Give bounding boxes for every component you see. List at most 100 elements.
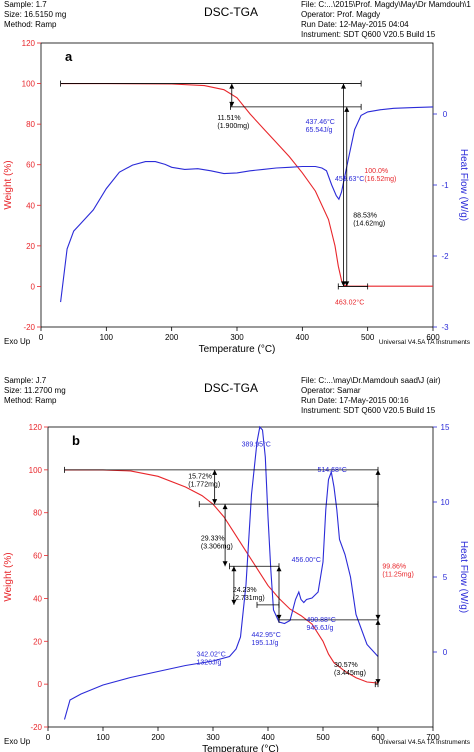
- annotation-label: 11.51%: [217, 115, 240, 122]
- marker-arrowhead: [375, 614, 381, 620]
- y-tick-label: 40: [26, 201, 35, 210]
- y-axis-label: Weight (%): [3, 552, 14, 601]
- header-right-line: Instrument: SDT Q600 V20.5 Build 15: [301, 406, 436, 415]
- annotation-label: 463.02°C: [335, 299, 364, 307]
- x-tick-label: 300: [230, 333, 244, 342]
- x-tick-label: 700: [426, 733, 440, 742]
- annotation-label: (11.25mg): [382, 571, 413, 578]
- y-tick-label: -20: [30, 723, 42, 732]
- x-tick-label: 600: [371, 733, 385, 742]
- header-left-line: Size: 11.2700 mg: [4, 386, 66, 395]
- footer-exo-up: Exo Up: [4, 737, 31, 746]
- footer-exo-up: Exo Up: [4, 337, 31, 346]
- marker-arrowhead: [276, 614, 282, 620]
- panel-label: b: [72, 433, 80, 448]
- header-right-line: File: C:...\2015\Prof. Magdy\May\Dr Mamd…: [301, 0, 471, 9]
- annotation-label: 490.88°C: [307, 616, 336, 624]
- header-right-line: Operator: Samar: [301, 386, 361, 395]
- header-right-line: Run Date: 12-May-2015 04:04: [301, 20, 409, 29]
- annotation-label: 437.46°C: [306, 118, 335, 126]
- marker-arrowhead: [212, 469, 218, 475]
- y-tick-label: 40: [33, 594, 42, 603]
- header-left-line: Sample: J.7: [4, 376, 47, 385]
- header-left-line: Sample: 1.7: [4, 0, 47, 9]
- x-tick-label: 200: [151, 733, 165, 742]
- y2-tick-label: 0: [443, 648, 448, 657]
- marker-arrowhead: [375, 679, 381, 685]
- marker-arrowhead: [340, 83, 346, 89]
- y-tick-label: -20: [23, 323, 35, 332]
- annotation-label: (3.306mg): [201, 544, 233, 551]
- y2-tick-label: -3: [441, 323, 449, 332]
- annotation-label: 456.00°C: [292, 556, 321, 564]
- y-tick-label: 100: [29, 466, 43, 475]
- x-tick-label: 100: [96, 733, 110, 742]
- header-left-line: Method: Ramp: [4, 20, 57, 29]
- header-left-line: Method: Ramp: [4, 396, 57, 405]
- marker-arrowhead: [344, 106, 350, 112]
- x-tick-label: 100: [100, 333, 114, 342]
- y2-tick-label: 0: [443, 110, 448, 119]
- y-tick-label: 80: [33, 509, 42, 518]
- marker-arrowhead: [375, 469, 381, 475]
- x-tick-label: 500: [361, 333, 375, 342]
- header-right-line: Run Date: 17-May-2015 00:16: [301, 396, 409, 405]
- annotation-label: (14.62mg): [353, 220, 385, 227]
- annotation-label: 24.23%: [233, 587, 257, 594]
- weight-curve: [60, 83, 433, 287]
- annotation-label: 442.95°C: [252, 631, 281, 639]
- y-tick-label: 100: [22, 80, 36, 89]
- x-tick-label: 0: [39, 333, 44, 342]
- annotation-label: (2.731mg): [233, 595, 265, 602]
- header-left-line: Size: 16.5150 mg: [4, 10, 66, 19]
- marker-arrowhead: [340, 281, 346, 287]
- annotation-label: 389.95°C: [242, 440, 271, 448]
- annotation-label: 514.68°C: [318, 466, 347, 474]
- marker-arrowhead: [344, 281, 350, 287]
- annotation-label: 29.33%: [201, 536, 225, 543]
- marker-arrowhead: [276, 566, 282, 572]
- annotation-label: 459.63°C: [335, 175, 364, 183]
- marker-arrowhead: [231, 599, 237, 605]
- chart-title: DSC-TGA: [204, 5, 258, 19]
- y2-tick-label: -2: [441, 252, 449, 261]
- y-tick-label: 80: [26, 120, 35, 129]
- y-tick-label: 0: [31, 282, 36, 291]
- annotation-label: 342.02°C: [197, 650, 226, 658]
- y-tick-label: 0: [38, 680, 43, 689]
- y2-tick-label: 5: [443, 573, 448, 582]
- y-tick-label: 120: [22, 39, 36, 48]
- y-tick-label: 60: [26, 161, 35, 170]
- annotation-label: 88.53%: [353, 212, 377, 219]
- footer-software: Universal V4.5A TA Instruments: [379, 339, 471, 346]
- x-tick-label: 200: [165, 333, 179, 342]
- panel-label: a: [65, 49, 73, 64]
- weight-curve: [64, 469, 379, 684]
- header-right-line: Operator: Prof. Magdy: [301, 10, 380, 19]
- y-tick-label: 20: [26, 242, 35, 251]
- x-tick-label: 400: [261, 733, 275, 742]
- annotation-label: 945.6J/g: [307, 625, 334, 632]
- header-right-line: File: C:...\may\Dr.Mamdouh saad\J (air): [301, 376, 441, 385]
- y2-tick-label: -1: [441, 181, 449, 190]
- x-tick-label: 500: [316, 733, 330, 742]
- y-tick-label: 60: [33, 552, 42, 561]
- plot-frame: [40, 42, 434, 328]
- y2-tick-label: 10: [441, 498, 450, 507]
- marker-arrowhead: [222, 561, 228, 567]
- x-axis-label: Temperature (°C): [199, 344, 276, 355]
- annotation-label: 195.1J/g: [252, 640, 279, 647]
- marker-arrowhead: [231, 566, 237, 572]
- y2-axis-label: Heat Flow (W/g): [458, 149, 469, 221]
- marker-arrowhead: [229, 101, 235, 107]
- annotation-label: (3.445mg): [334, 670, 366, 677]
- x-axis-label: Temperature (°C): [202, 744, 279, 752]
- heat-flow-curve: [60, 106, 434, 303]
- marker-arrowhead: [222, 504, 228, 510]
- heat-flow-curve: [63, 425, 379, 720]
- y2-axis-label: Heat Flow (W/g): [458, 541, 469, 613]
- footer-software: Universal V4.5A TA Instruments: [379, 739, 471, 746]
